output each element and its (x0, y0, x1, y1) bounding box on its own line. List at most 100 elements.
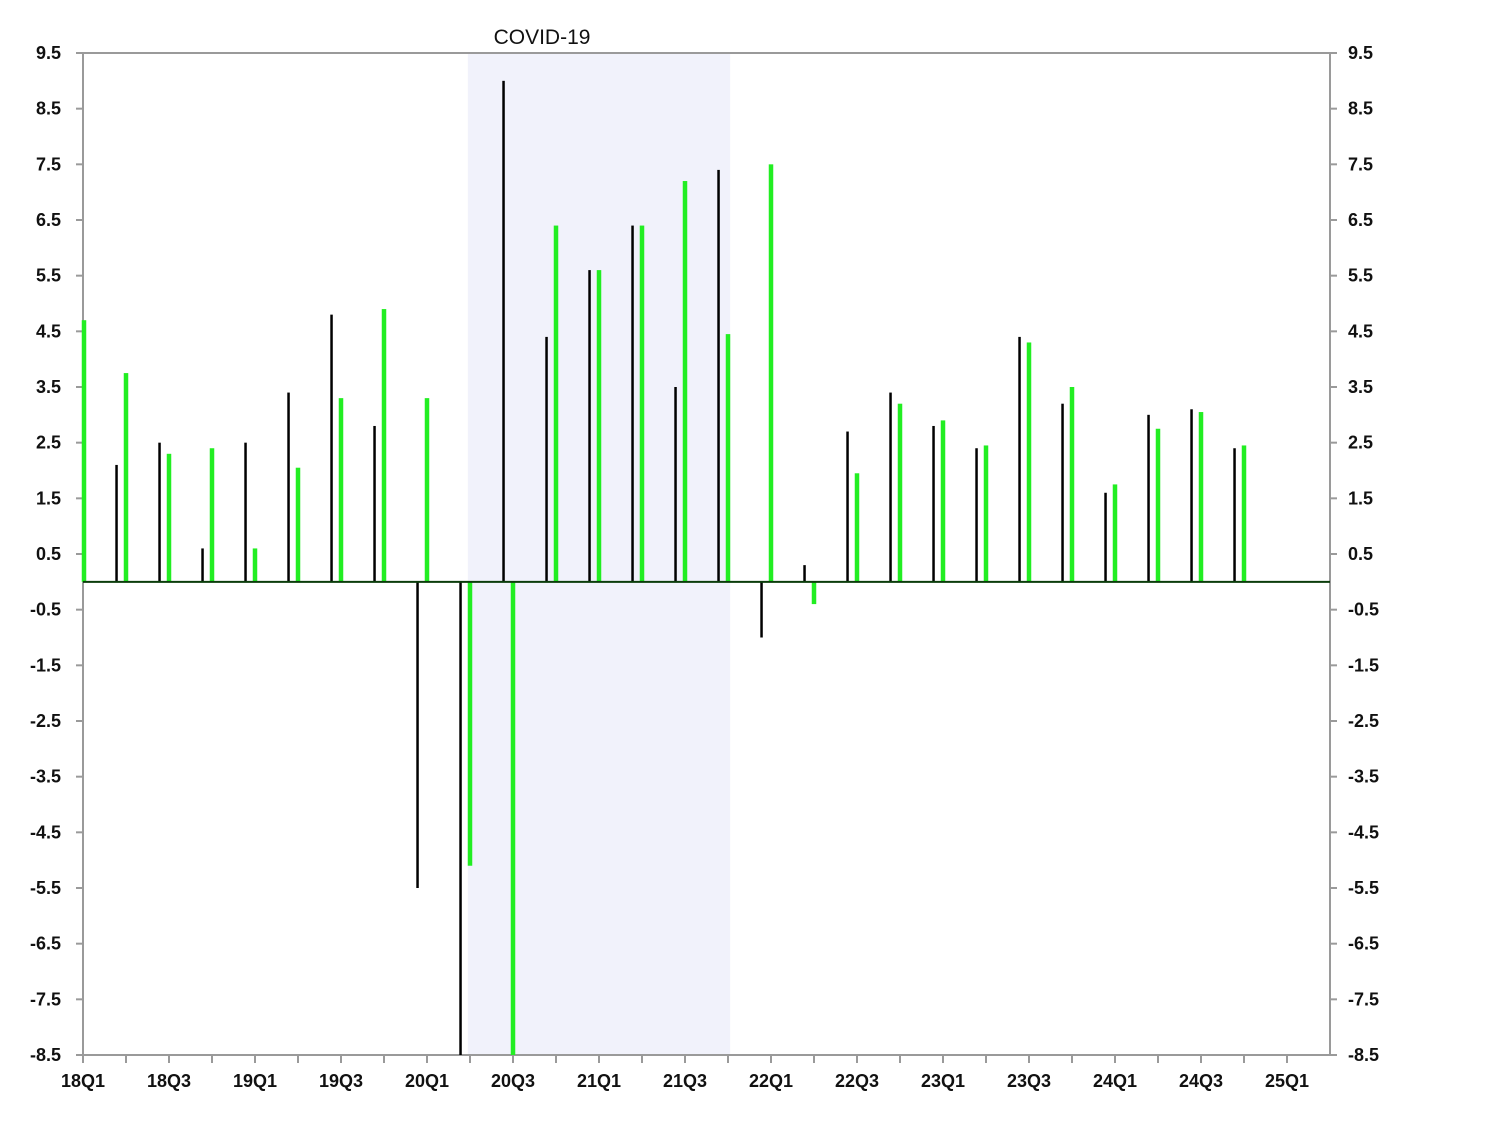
y-tick-label-right: -4.5 (1348, 822, 1379, 842)
bar-series-black (1104, 492, 1107, 582)
bar-series-green (897, 403, 903, 582)
bar-series-green (768, 164, 774, 582)
y-tick-label-right: 5.5 (1348, 266, 1373, 286)
bar-series-green (682, 181, 688, 582)
bar-series-green (854, 473, 860, 582)
y-tick-label-left: 7.5 (36, 154, 61, 174)
bar-series-green (940, 420, 946, 582)
y-tick-label-right: -1.5 (1348, 655, 1379, 675)
bar-series-black (158, 442, 161, 582)
bar-series-green (1155, 428, 1161, 582)
bar-series-black (287, 392, 290, 582)
bar-series-black (1233, 448, 1236, 582)
bar-series-black (1018, 336, 1021, 582)
bar-series-green (166, 453, 172, 582)
bar-series-green (467, 581, 473, 866)
bar-series-green (1112, 484, 1118, 582)
y-tick-label-left: -2.5 (30, 711, 61, 731)
bar-series-green (1026, 342, 1032, 582)
bar-series-green (252, 548, 258, 582)
bar-series-black (115, 464, 118, 582)
x-tick-label: 25Q1 (1265, 1071, 1309, 1091)
bar-series-black (717, 169, 720, 582)
bar-series-green (983, 445, 989, 582)
bar-series-green (1198, 412, 1204, 582)
y-tick-label-left: 3.5 (36, 377, 61, 397)
covid-annotation: COVID-19 (494, 26, 591, 49)
bar-series-black (373, 425, 376, 582)
bar-series-green (725, 334, 731, 582)
bar-series-green (510, 581, 516, 1055)
bar-series-green (295, 467, 301, 582)
x-tick-label: 22Q1 (749, 1071, 793, 1091)
y-tick-label-right: 6.5 (1348, 210, 1373, 230)
x-tick-label: 18Q3 (147, 1071, 191, 1091)
y-tick-label-left: 9.5 (36, 43, 61, 63)
bar-series-black (459, 581, 462, 1055)
bar-series-black (1147, 414, 1150, 582)
bar-series-black (502, 80, 505, 582)
bar-series-black (1061, 403, 1064, 582)
bar-series-black (1190, 409, 1193, 582)
bar-series-black (975, 448, 978, 582)
x-tick-label: 22Q3 (835, 1071, 879, 1091)
y-tick-label-right: -0.5 (1348, 600, 1379, 620)
bar-series-black (803, 565, 806, 582)
x-tick-label: 21Q1 (577, 1071, 621, 1091)
bar-series-green (381, 309, 387, 582)
bar-series-green (811, 581, 817, 605)
bar-series-green (639, 225, 645, 582)
bar-series-green (338, 398, 344, 582)
y-tick-label-right: 3.5 (1348, 377, 1373, 397)
x-tick-label: 20Q3 (491, 1071, 535, 1091)
x-tick-label: 18Q1 (61, 1071, 105, 1091)
y-tick-label-left: 5.5 (36, 266, 61, 286)
bar-series-black (889, 392, 892, 582)
x-tick-label: 21Q3 (663, 1071, 707, 1091)
y-tick-label-right: -7.5 (1348, 989, 1379, 1009)
bar-series-black (201, 548, 204, 582)
y-tick-label-right: -3.5 (1348, 767, 1379, 787)
x-tick-label: 23Q1 (921, 1071, 965, 1091)
y-tick-label-right: -5.5 (1348, 878, 1379, 898)
bar-series-black (932, 425, 935, 582)
y-tick-label-right: 0.5 (1348, 544, 1373, 564)
y-tick-label-left: -4.5 (30, 822, 61, 842)
y-tick-label-left: -3.5 (30, 767, 61, 787)
y-tick-label-left: -5.5 (30, 878, 61, 898)
x-tick-label: 24Q1 (1093, 1071, 1137, 1091)
y-tick-label-right: 1.5 (1348, 488, 1373, 508)
bar-series-black (588, 270, 591, 582)
bar-series-black (760, 581, 763, 638)
y-tick-label-left: 8.5 (36, 99, 61, 119)
bar-series-green (1241, 445, 1247, 582)
y-tick-label-right: -8.5 (1348, 1045, 1379, 1065)
x-tick-label: 19Q1 (233, 1071, 277, 1091)
y-tick-label-right: 9.5 (1348, 43, 1373, 63)
y-tick-label-left: -6.5 (30, 934, 61, 954)
y-tick-label-left: 4.5 (36, 321, 61, 341)
y-tick-label-left: 1.5 (36, 488, 61, 508)
bar-series-black (674, 387, 677, 582)
bar-series-green (81, 320, 87, 582)
bar-series-green (123, 373, 129, 582)
bar-series-green (553, 225, 559, 582)
bar-series-black (244, 442, 247, 582)
bar-series-black (330, 314, 333, 582)
x-tick-label: 24Q3 (1179, 1071, 1223, 1091)
x-tick-label: 19Q3 (319, 1071, 363, 1091)
x-tick-label: 23Q3 (1007, 1071, 1051, 1091)
bar-series-black (631, 225, 634, 582)
y-tick-label-left: 0.5 (36, 544, 61, 564)
bar-series-black (416, 581, 419, 888)
y-tick-label-right: -6.5 (1348, 934, 1379, 954)
y-tick-label-left: -1.5 (30, 655, 61, 675)
y-tick-label-right: 2.5 (1348, 433, 1373, 453)
y-tick-label-right: 7.5 (1348, 154, 1373, 174)
y-tick-label-left: 6.5 (36, 210, 61, 230)
y-tick-label-left: -0.5 (30, 600, 61, 620)
bar-series-black (846, 431, 849, 582)
bar-series-green (1069, 387, 1075, 582)
